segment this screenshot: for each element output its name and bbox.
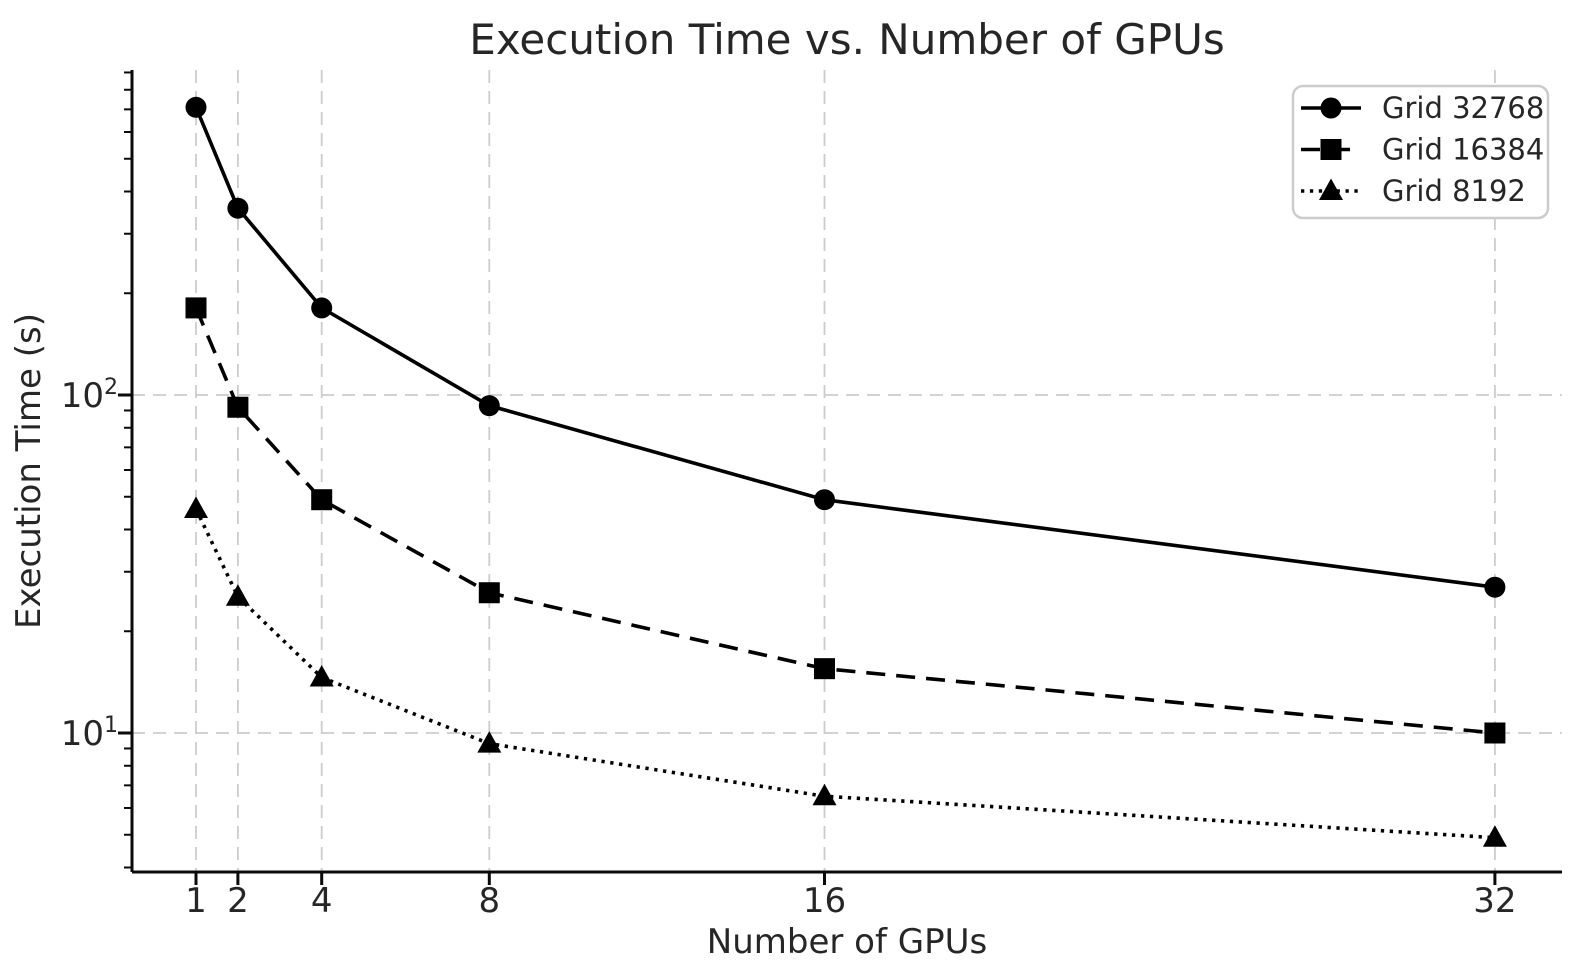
data-point-grid-32768-x32 [1484, 576, 1506, 598]
legend-label-grid-16384: Grid 16384 [1382, 133, 1544, 167]
x-tick-label-16: 16 [803, 881, 846, 921]
data-point-grid-8192-x4 [309, 664, 334, 687]
data-point-grid-8192-x1 [184, 496, 208, 518]
legend-samples [1301, 97, 1361, 200]
x-tick-label-1: 1 [185, 881, 207, 921]
legend: Grid 32768 Grid 16384 Grid 8192 [1291, 84, 1550, 220]
data-point-grid-16384-x1 [185, 297, 207, 319]
data-point-grid-8192-x16 [812, 783, 837, 806]
data-point-grid-8192-x8 [477, 731, 502, 753]
data-point-grid-32768-x1 [185, 96, 207, 118]
legend-label-grid-8192: Grid 8192 [1382, 174, 1526, 208]
data-point-grid-32768-x8 [478, 395, 500, 417]
series-layer [184, 96, 1507, 847]
series-grid-16384 [185, 297, 1506, 744]
data-point-grid-32768-x2 [227, 197, 249, 219]
chart-title: Execution Time vs. Number of GPUs [469, 15, 1224, 64]
data-point-grid-16384-x16 [814, 658, 835, 680]
data-point-grid-32768-x4 [311, 297, 333, 319]
series-line-grid-16384 [194, 307, 1496, 735]
series-line-grid-32768 [194, 106, 1496, 589]
legend-sample-marker-grid-16384 [1320, 139, 1342, 160]
x-tick-label-32: 32 [1473, 881, 1516, 921]
x-tick-label-8: 8 [478, 881, 500, 921]
series-line-grid-8192 [194, 508, 1496, 840]
axes-layer [118, 70, 1562, 885]
x-tick-label-4: 4 [311, 881, 333, 921]
series-grid-8192 [184, 496, 1507, 847]
legend-box [1291, 84, 1550, 220]
tick-labels-layer: 1 2 4 8 16 32 101 102 [61, 375, 1517, 921]
data-point-grid-8192-x2 [225, 584, 250, 606]
y-axis-label: Execution Time (s) [9, 313, 49, 629]
legend-sample-marker-grid-8192 [1319, 178, 1343, 200]
data-point-grid-16384-x2 [227, 396, 249, 418]
series-grid-32768 [185, 96, 1506, 598]
x-tick-label-2: 2 [227, 881, 249, 921]
y-tick-label-10e2: 102 [61, 375, 118, 416]
data-point-grid-16384-x32 [1484, 722, 1506, 744]
x-axis-label: Number of GPUs [707, 922, 987, 962]
legend-label-grid-32768: Grid 32768 [1382, 91, 1544, 125]
data-point-grid-16384-x8 [478, 582, 500, 604]
data-point-grid-32768-x16 [814, 489, 835, 511]
legend-sample-marker-grid-32768 [1320, 97, 1342, 119]
data-point-grid-16384-x4 [311, 489, 333, 511]
data-point-grid-8192-x32 [1482, 825, 1507, 847]
y-tick-label-10e1: 101 [61, 713, 118, 754]
